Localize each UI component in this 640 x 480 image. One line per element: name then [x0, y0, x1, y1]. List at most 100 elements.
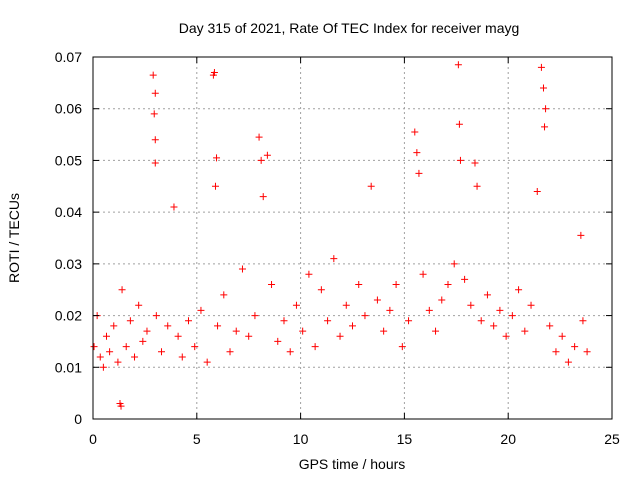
data-point	[413, 149, 421, 157]
data-point	[210, 69, 218, 77]
data-point	[126, 317, 134, 325]
data-point	[425, 306, 433, 314]
data-point	[444, 281, 452, 289]
data-point	[184, 317, 192, 325]
data-point	[456, 156, 464, 164]
data-point	[415, 169, 423, 177]
data-point	[438, 296, 446, 304]
data-point	[542, 105, 550, 113]
y-tick-labels: 0 0.01 0.02 0.03 0.04 0.05 0.06 0.07	[55, 49, 82, 427]
x-tick-label: 15	[397, 431, 413, 447]
data-point	[349, 322, 356, 330]
data-point	[558, 332, 566, 340]
data-point	[143, 327, 151, 335]
data-point	[411, 128, 419, 136]
data-point	[257, 156, 265, 164]
data-point	[564, 358, 572, 366]
data-point	[139, 337, 147, 345]
x-tick-label: 0	[89, 431, 97, 447]
data-point	[552, 348, 560, 356]
data-point	[508, 312, 516, 320]
x-tick-label: 5	[193, 431, 201, 447]
data-point	[151, 89, 159, 97]
y-tick-label: 0.04	[55, 204, 82, 220]
data-point	[455, 120, 463, 128]
data-point	[461, 275, 469, 283]
data-point	[521, 327, 529, 335]
data-point	[110, 322, 118, 330]
data-point	[311, 343, 319, 351]
data-point	[96, 353, 104, 361]
data-point	[367, 182, 375, 190]
data-point	[106, 348, 114, 356]
data-point	[541, 123, 549, 131]
data-point	[373, 296, 381, 304]
data-point	[537, 63, 545, 71]
x-axis-label: GPS time / hours	[299, 456, 406, 472]
data-point	[102, 332, 110, 340]
y-tick-label: 0	[74, 411, 82, 427]
data-point	[496, 306, 504, 314]
data-point	[515, 286, 523, 294]
data-point	[191, 343, 199, 351]
data-point	[122, 343, 130, 351]
data-point	[579, 317, 587, 325]
data-point	[238, 265, 246, 273]
data-point	[336, 332, 344, 340]
data-point	[178, 353, 186, 361]
data-point	[232, 327, 240, 335]
data-point	[158, 348, 166, 356]
x-tick-label: 20	[500, 431, 516, 447]
data-point	[533, 187, 541, 195]
data-point	[324, 317, 332, 325]
data-point	[577, 231, 585, 239]
data-point	[317, 286, 325, 294]
data-point	[274, 337, 282, 345]
data-point	[251, 312, 259, 320]
data-point	[571, 343, 579, 351]
x-tick-label: 25	[604, 431, 620, 447]
data-point	[305, 270, 313, 278]
chart-title: Day 315 of 2021, Rate Of TEC Index for r…	[179, 20, 520, 36]
data-point	[330, 255, 338, 263]
data-point	[268, 281, 276, 289]
data-point	[259, 193, 267, 201]
data-point	[405, 317, 413, 325]
grid-lines	[93, 57, 612, 419]
data-point	[392, 281, 400, 289]
data-point	[170, 203, 178, 211]
y-tick-label: 0.02	[55, 308, 82, 324]
data-point	[450, 260, 458, 268]
data-point	[131, 353, 139, 361]
x-tick-label: 10	[293, 431, 309, 447]
data-point	[117, 402, 125, 410]
y-tick-label: 0.06	[55, 101, 82, 117]
data-point	[164, 322, 172, 330]
data-point	[546, 322, 554, 330]
data-point	[483, 291, 491, 299]
data-point	[226, 348, 234, 356]
data-point	[150, 110, 158, 118]
data-point	[203, 358, 211, 366]
data-point	[355, 281, 363, 289]
y-tick-label: 0.07	[55, 49, 82, 65]
data-point	[151, 159, 159, 167]
data-point	[151, 136, 159, 144]
data-point	[280, 317, 288, 325]
data-point	[467, 301, 475, 309]
data-point	[477, 317, 485, 325]
y-tick-label: 0.05	[55, 152, 82, 168]
data-point	[245, 332, 253, 340]
data-point	[398, 343, 406, 351]
data-point	[539, 84, 547, 92]
data-points	[90, 61, 591, 410]
data-point	[211, 182, 219, 190]
data-point	[419, 270, 427, 278]
y-axis-label: ROTI / TECUs	[6, 193, 22, 283]
data-point	[583, 348, 591, 356]
data-point	[432, 327, 440, 335]
data-point	[90, 343, 98, 351]
data-point	[152, 312, 160, 320]
data-point	[473, 182, 481, 190]
